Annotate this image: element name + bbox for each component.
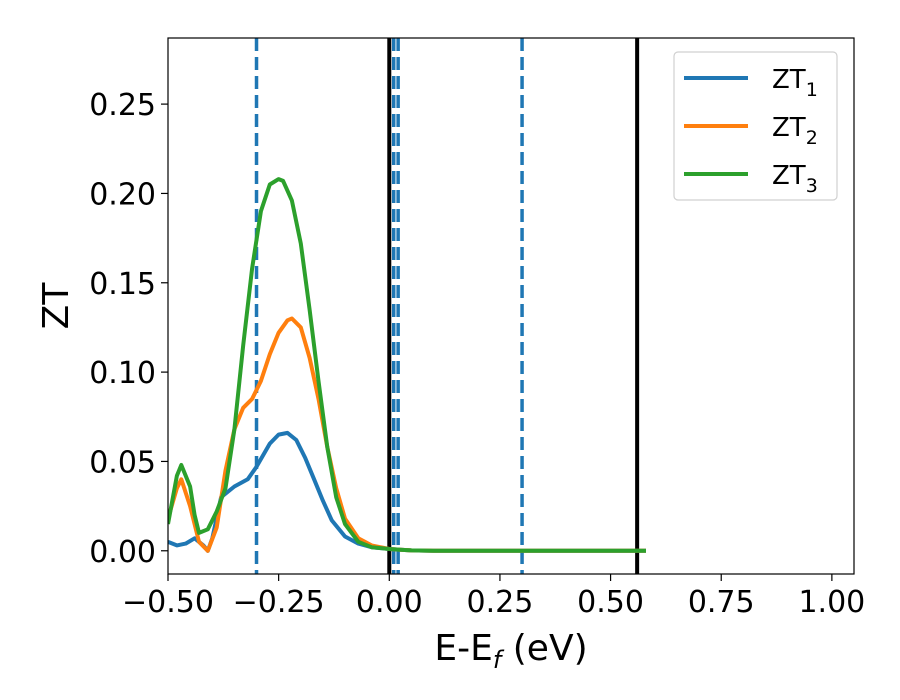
y-tick-label: 0.05 [89,445,156,480]
x-tick-label: 0.00 [356,585,423,620]
legend-label-zt3: ZT3 [772,161,818,197]
y-tick-label: 0.10 [89,356,156,391]
y-tick-label: 0.25 [89,88,156,123]
x-axis-label: E-Ef (eV) [434,628,587,674]
series-lines [168,177,646,553]
x-tick-label: −0.50 [122,585,214,620]
y-axis-label: ZT [36,282,77,330]
y-axis-ticks: 0.00 0.05 0.10 0.15 0.20 0.25 [89,88,168,570]
x-tick-label: 0.25 [467,585,534,620]
series-line-zt2 [168,316,646,553]
x-tick-label: 0.75 [688,585,755,620]
legend-label-zt2: ZT2 [772,113,818,149]
x-tick-label: 0.50 [577,585,644,620]
x-axis-ticks: −0.50 −0.25 0.00 0.25 0.50 0.75 1.00 [122,574,865,620]
series-line-zt1 [168,430,646,553]
legend-box [673,51,838,201]
x-tick-label: −0.25 [233,585,325,620]
y-tick-label: 0.20 [89,177,156,212]
reference-lines [254,38,640,574]
series-line-zt3 [168,177,646,553]
plot-frame [167,37,855,575]
y-tick-label: 0.15 [89,267,156,302]
legend-label-zt1: ZT1 [772,65,818,101]
legend: ZT1 ZT2 ZT3 [673,51,838,201]
x-tick-label: 1.00 [798,585,865,620]
y-tick-label: 0.00 [89,535,156,570]
